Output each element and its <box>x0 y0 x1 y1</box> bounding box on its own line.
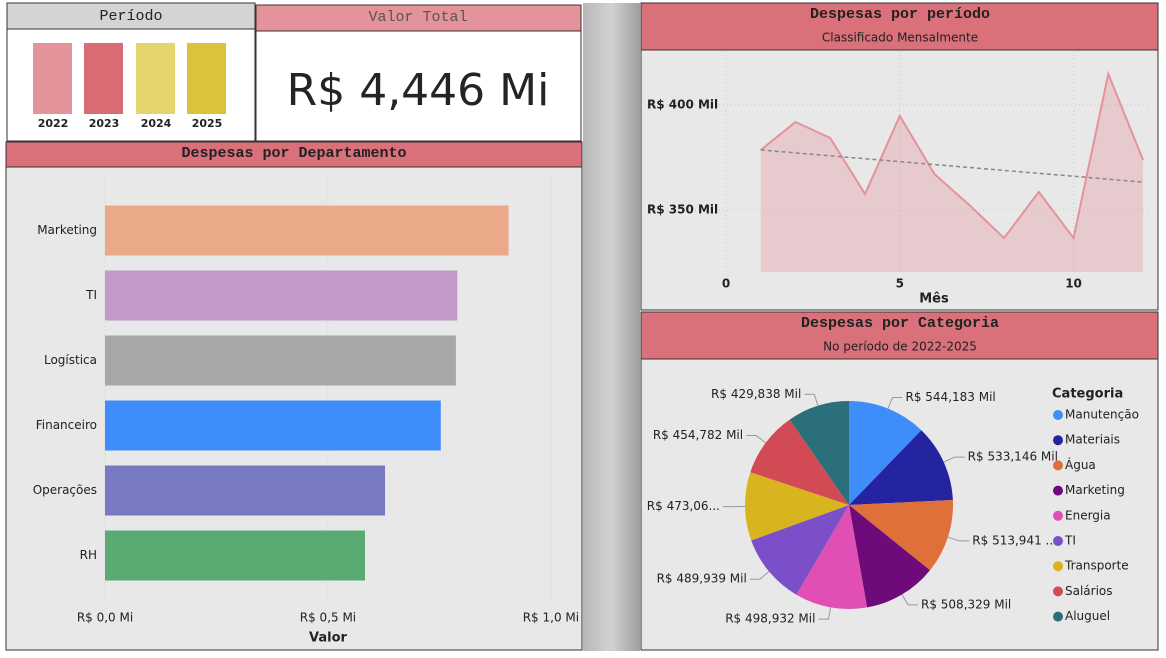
legend-marker <box>1053 460 1063 471</box>
legend-label: Aluguel <box>1065 609 1110 623</box>
y-tick-label: Operações <box>33 483 97 497</box>
data-label: R$ 489,939 Mil <box>657 572 747 586</box>
slicer-label[interactable]: 2024 <box>141 117 172 130</box>
legend-title: Categoria <box>1052 387 1123 402</box>
pie-slice <box>751 505 849 595</box>
legend-marker <box>1053 611 1063 622</box>
y-tick-label: TI <box>85 288 97 302</box>
bar-header <box>5 141 583 168</box>
pie-slice <box>789 401 849 505</box>
legend-marker <box>1053 586 1063 597</box>
leader-line <box>901 594 919 606</box>
data-label: R$ 533,146 Mil <box>968 450 1058 464</box>
x-tick-label: R$ 0,0 Mi <box>77 611 133 625</box>
leader-line <box>746 435 767 444</box>
y-tick-label: RH <box>80 548 97 562</box>
legend-label: Energia <box>1065 508 1111 522</box>
legend-label: Transporte <box>1064 559 1129 573</box>
legend-label: TI <box>1064 534 1076 548</box>
slicer-item[interactable] <box>84 43 123 114</box>
legend-marker <box>1053 510 1063 521</box>
legend-marker <box>1053 536 1063 546</box>
bar <box>105 270 458 321</box>
leader-line <box>887 396 903 409</box>
slicer-item[interactable] <box>136 43 175 114</box>
bar <box>105 530 365 581</box>
x-axis-title: Valor <box>309 631 348 646</box>
y-tick-label: Financeiro <box>36 418 97 432</box>
pie-title: Despesas por Categoria <box>801 315 999 332</box>
line <box>760 70 1144 241</box>
kpi-value: R$ 4,446 Mi <box>287 65 550 116</box>
data-label: R$ 508,329 Mil <box>921 597 1011 611</box>
y-tick-label: R$ 350 Mil <box>647 203 718 217</box>
leader-line <box>943 456 965 463</box>
pie-slice <box>849 499 953 571</box>
slicer-title: Período <box>99 8 162 25</box>
y-tick-label: Marketing <box>37 223 97 237</box>
bar <box>105 465 386 516</box>
legend-marker <box>1053 561 1063 572</box>
kpi-title: Valor Total <box>368 9 467 26</box>
line-subtitle: Classificado Mensalmente <box>822 31 978 45</box>
legend-label: Salários <box>1065 584 1113 598</box>
pie-header <box>640 311 1159 360</box>
slicer-item[interactable] <box>187 43 226 114</box>
pie-slice <box>849 430 953 505</box>
pie-slice <box>849 505 931 608</box>
line-panel <box>640 2 1159 311</box>
pie-subtitle: No período de 2022-2025 <box>823 340 977 354</box>
data-label: R$ 544,183 Mil <box>906 390 996 404</box>
x-tick-label: 5 <box>896 277 904 291</box>
line-title: Despesas por período <box>810 6 990 23</box>
leader-line <box>818 607 832 620</box>
area <box>760 73 1144 272</box>
x-tick-label: R$ 1,0 Mi <box>523 611 579 625</box>
x-tick-label: 10 <box>1065 277 1082 291</box>
bar <box>105 335 456 386</box>
line-header <box>640 2 1159 51</box>
legend-marker <box>1053 485 1063 496</box>
legend-label: Marketing <box>1065 483 1125 497</box>
kpi-header <box>255 4 582 32</box>
pie-slice <box>745 472 849 541</box>
x-tick-label: R$ 0,5 Mi <box>300 611 356 625</box>
y-tick-label: R$ 400 Mil <box>647 97 718 111</box>
pie-slice <box>849 401 922 505</box>
bar-title: Despesas por Departamento <box>181 145 406 162</box>
pie-slice <box>750 419 849 505</box>
slicer-item[interactable] <box>33 43 72 114</box>
pie-slice <box>796 505 868 609</box>
legend-label: Água <box>1065 457 1096 472</box>
slicer-label[interactable]: 2023 <box>89 117 120 130</box>
legend-marker <box>1053 435 1063 446</box>
x-axis-title: Mês <box>919 292 949 307</box>
slicer-label[interactable]: 2025 <box>192 117 223 130</box>
y-tick-label: Logística <box>44 353 97 367</box>
legend-label: Manutenção <box>1065 408 1139 422</box>
data-label: R$ 429,838 Mil <box>711 387 801 401</box>
leader-line <box>947 536 970 542</box>
legend-label: Materiais <box>1065 433 1120 447</box>
data-label: R$ 473,06... <box>647 499 720 513</box>
data-label: R$ 513,941 ... <box>972 533 1057 547</box>
data-label: R$ 454,782 Mil <box>653 428 743 442</box>
trend-line <box>760 149 1144 183</box>
bar <box>105 400 441 451</box>
separator <box>583 3 640 651</box>
x-tick-label: 0 <box>722 277 730 291</box>
leader-line <box>804 393 819 406</box>
bar <box>105 205 509 256</box>
legend-marker <box>1053 410 1063 420</box>
leader-line <box>749 571 770 580</box>
slicer-label[interactable]: 2022 <box>38 117 69 130</box>
data-label: R$ 498,932 Mil <box>725 612 815 626</box>
slicer-header <box>6 2 256 30</box>
